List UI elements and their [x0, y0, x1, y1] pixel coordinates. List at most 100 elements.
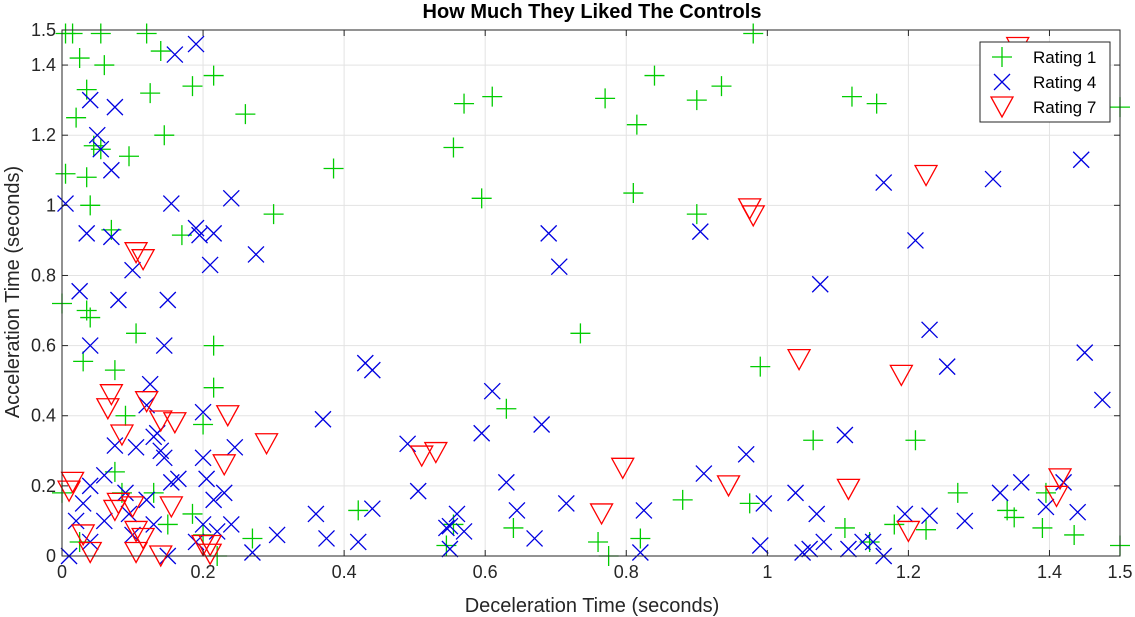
data-point: [120, 505, 138, 523]
legend-label: Rating 4: [1033, 73, 1096, 92]
data-point: [203, 377, 224, 398]
y-tick-label: 1.2: [31, 125, 56, 145]
x-tick-label: 0.8: [614, 562, 639, 582]
data-point: [106, 437, 124, 454]
data-point: [307, 505, 325, 523]
y-tick-label: 0.6: [31, 336, 56, 356]
data-point: [686, 204, 707, 225]
data-point: [123, 242, 149, 265]
data-point: [913, 164, 939, 187]
data-point: [905, 430, 926, 451]
data-point: [743, 23, 764, 44]
data-point: [155, 337, 173, 355]
data-point: [95, 512, 113, 530]
y-tick-label: 1: [46, 195, 56, 215]
data-point: [66, 107, 87, 128]
grid: [61, 29, 1121, 557]
data-point: [348, 500, 369, 521]
data-point: [482, 86, 503, 107]
data-point: [423, 441, 448, 464]
data-point: [1032, 517, 1053, 538]
data-point: [102, 499, 127, 522]
data-point: [808, 505, 826, 523]
data-point: [984, 170, 1002, 188]
data-point: [695, 465, 713, 483]
data-point: [60, 471, 85, 494]
data-point: [81, 337, 99, 355]
series-markers: [52, 23, 1130, 568]
data-point: [141, 375, 159, 393]
data-point: [145, 428, 163, 446]
data-point: [815, 533, 833, 551]
x-tick-label: 1.2: [896, 562, 921, 582]
data-point: [95, 466, 113, 484]
data-point: [737, 198, 762, 221]
data-point: [610, 457, 635, 480]
data-point: [81, 91, 99, 109]
x-tick-label: 0.6: [473, 562, 498, 582]
data-point: [198, 534, 223, 557]
data-point: [916, 519, 937, 540]
data-point: [123, 541, 149, 564]
data-point: [496, 398, 517, 419]
data-point: [94, 55, 115, 76]
data-point: [194, 449, 212, 467]
data-point: [889, 364, 914, 387]
data-point: [623, 183, 644, 204]
legend-label: Rating 1: [1033, 48, 1096, 67]
data-point: [803, 430, 824, 451]
data-point: [140, 83, 161, 104]
data-point: [349, 533, 367, 551]
data-point: [1076, 344, 1094, 362]
data-point: [441, 517, 459, 535]
data-point: [242, 528, 263, 549]
data-point: [570, 323, 591, 344]
data-point: [268, 526, 286, 544]
data-point: [203, 65, 224, 86]
data-point: [1044, 485, 1069, 508]
data-point: [182, 76, 203, 97]
data-point: [235, 104, 256, 125]
data-point: [62, 23, 83, 44]
data-point: [55, 163, 76, 184]
data-point: [437, 519, 455, 537]
data-point: [1064, 524, 1085, 545]
data-point: [243, 544, 261, 561]
data-point: [88, 126, 106, 144]
data-point: [123, 520, 149, 543]
data-point: [672, 489, 693, 510]
data-point: [148, 410, 173, 433]
data-point: [441, 540, 459, 558]
data-point: [533, 416, 551, 433]
data-point: [595, 88, 616, 109]
legend-marker: [989, 96, 1015, 119]
data-point: [71, 524, 96, 547]
data-point: [711, 76, 732, 97]
data-point: [203, 335, 224, 356]
data-point: [787, 484, 805, 502]
data-point: [323, 158, 344, 179]
data-point: [81, 477, 99, 495]
data-point: [786, 348, 812, 371]
data-point: [95, 398, 120, 421]
data-point: [956, 512, 974, 530]
data-point: [182, 503, 203, 524]
x-tick-label: 1.5: [1107, 562, 1132, 582]
data-point: [644, 65, 665, 86]
data-point: [1012, 473, 1030, 491]
data-point: [741, 205, 766, 228]
data-point: [526, 530, 544, 547]
data-point: [630, 528, 651, 549]
data-point: [626, 114, 647, 135]
data-point: [109, 291, 127, 309]
data-point: [119, 146, 140, 167]
data-point: [154, 125, 175, 146]
data-point: [473, 424, 491, 442]
data-point: [841, 86, 862, 107]
data-point: [557, 494, 575, 512]
data-point: [145, 515, 163, 533]
y-tick-label: 0.4: [31, 406, 56, 426]
data-point: [92, 140, 110, 158]
data-point: [589, 503, 614, 526]
